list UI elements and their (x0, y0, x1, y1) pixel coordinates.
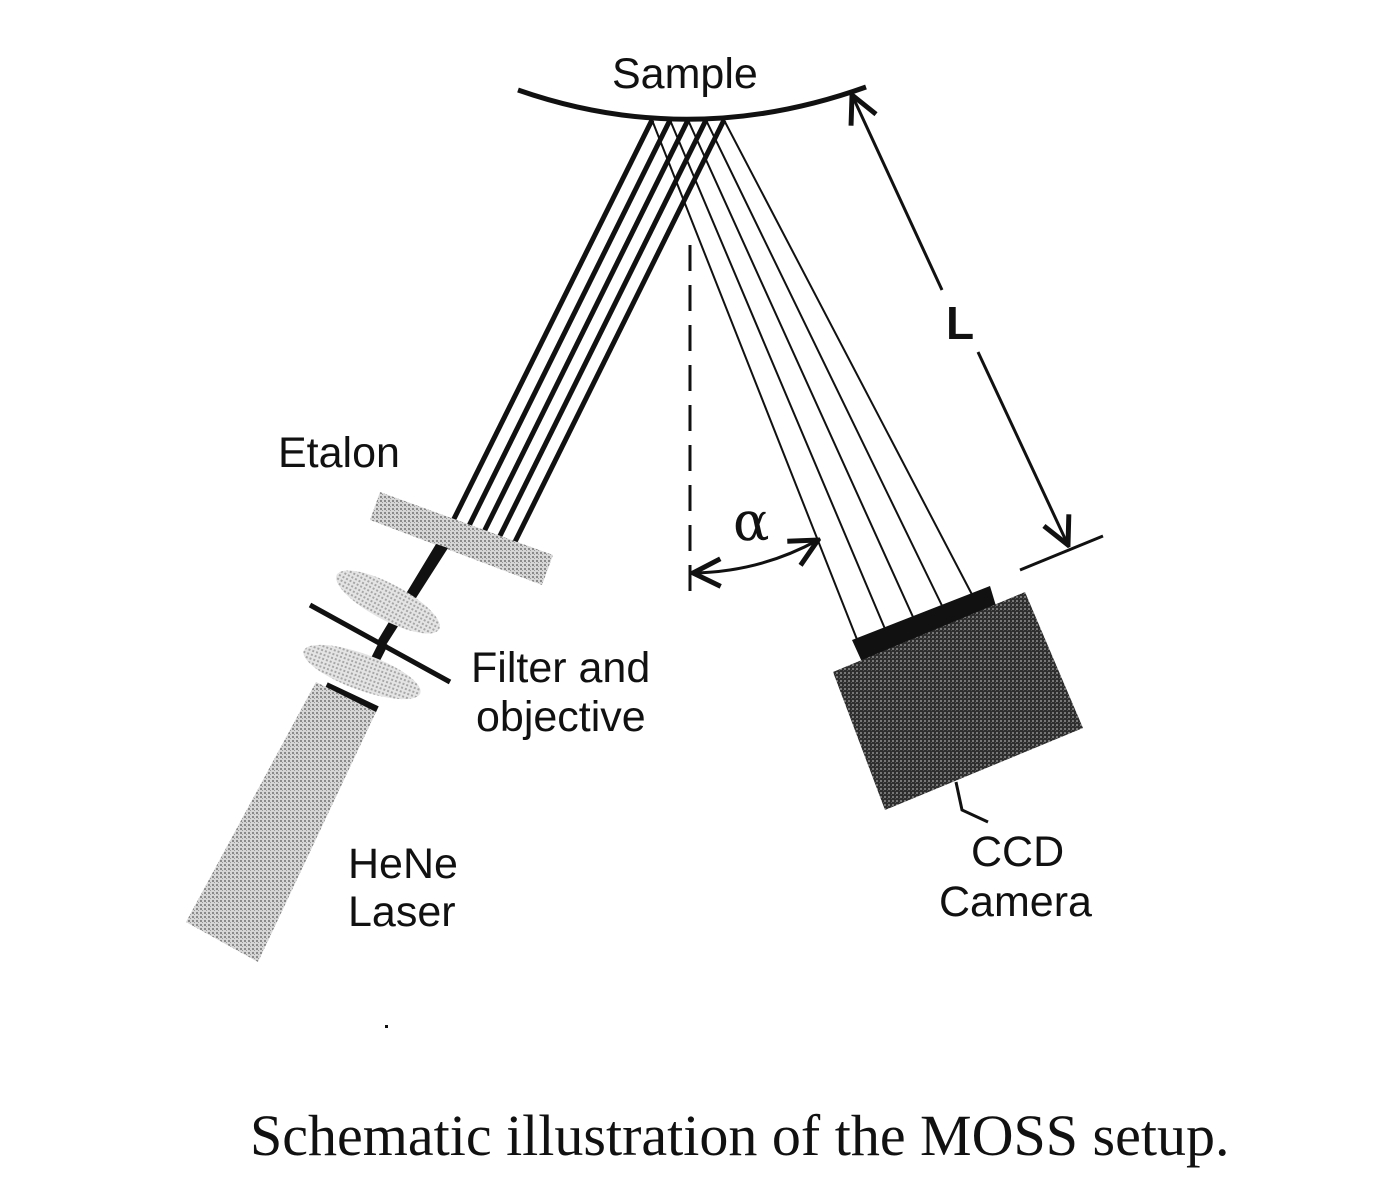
figure-caption: Schematic illustration of the MOSS setup… (250, 1103, 1229, 1168)
ccd-sensor-window (852, 586, 996, 662)
camera-label-line1: CCD (971, 828, 1064, 876)
etalon-plate (370, 492, 553, 585)
laser-label-line2: Laser (348, 888, 456, 936)
filter-line (308, 602, 452, 685)
objective-lens-upper (336, 570, 440, 634)
sample-surface (517, 84, 867, 122)
length-arrow-lower (976, 351, 1068, 545)
objective-lens-lower (303, 644, 421, 700)
sample-label: Sample (612, 50, 758, 98)
laser-label-line1: HeNe (348, 840, 458, 888)
angle-label: α (733, 490, 769, 553)
filter-label-line1: Filter and (471, 644, 650, 692)
filter-label-line2: objective (476, 693, 646, 741)
length-arrow-upper (852, 95, 944, 291)
reflected-beams (651, 119, 979, 643)
incident-beams (437, 118, 727, 566)
length-label: L (946, 297, 974, 349)
hene-laser-body (186, 682, 376, 962)
angle-arc (693, 540, 818, 573)
ccd-camera-cable (954, 781, 989, 824)
stray-dot (385, 1025, 388, 1028)
length-tick (1019, 534, 1104, 572)
laser-output-cap (324, 682, 379, 714)
ccd-camera-body (833, 592, 1083, 810)
etalon-label: Etalon (278, 429, 400, 477)
camera-label-line2: Camera (939, 878, 1092, 926)
